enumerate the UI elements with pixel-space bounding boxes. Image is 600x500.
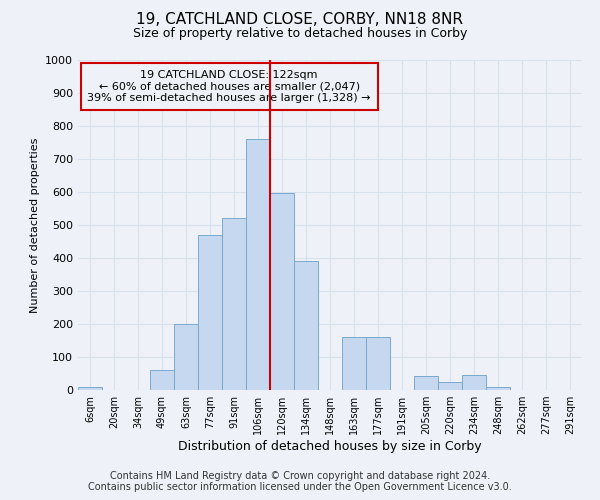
Bar <box>486 386 510 390</box>
Bar <box>222 218 246 390</box>
Bar <box>342 337 366 390</box>
Text: 19, CATCHLAND CLOSE, CORBY, NN18 8NR: 19, CATCHLAND CLOSE, CORBY, NN18 8NR <box>137 12 464 28</box>
Bar <box>246 139 270 390</box>
Bar <box>198 235 222 390</box>
Y-axis label: Number of detached properties: Number of detached properties <box>29 138 40 312</box>
Bar <box>294 262 318 390</box>
Text: Size of property relative to detached houses in Corby: Size of property relative to detached ho… <box>133 28 467 40</box>
Bar <box>78 386 102 390</box>
Bar <box>270 192 294 390</box>
Text: Contains HM Land Registry data © Crown copyright and database right 2024.
Contai: Contains HM Land Registry data © Crown c… <box>88 471 512 492</box>
Bar <box>150 370 174 390</box>
Bar <box>366 337 390 390</box>
Text: 19 CATCHLAND CLOSE: 122sqm
← 60% of detached houses are smaller (2,047)
39% of s: 19 CATCHLAND CLOSE: 122sqm ← 60% of deta… <box>88 70 371 103</box>
Bar <box>174 324 198 390</box>
Bar <box>438 382 462 390</box>
Bar <box>414 376 438 390</box>
X-axis label: Distribution of detached houses by size in Corby: Distribution of detached houses by size … <box>178 440 482 453</box>
Bar <box>462 375 486 390</box>
